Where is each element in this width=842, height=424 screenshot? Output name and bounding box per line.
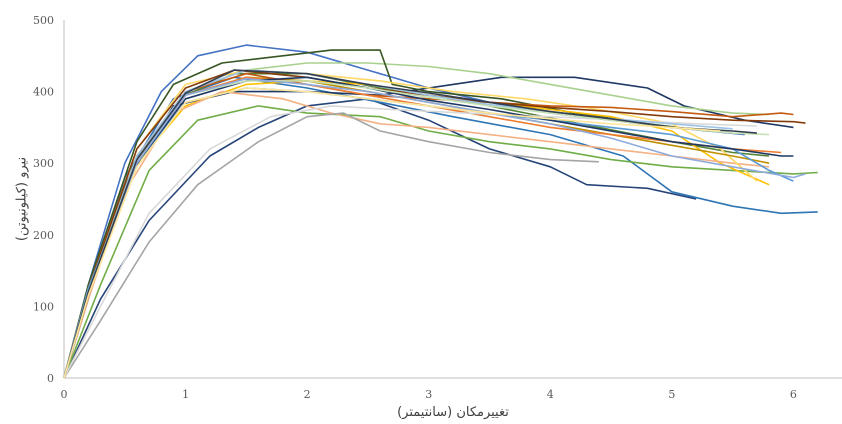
x-tick-label: 5 bbox=[668, 388, 675, 401]
y-axis-title: نیرو (کیلونیوتن) bbox=[15, 157, 30, 241]
x-tick-label: 0 bbox=[61, 388, 68, 401]
y-tick-label: 0 bbox=[47, 372, 54, 385]
series-line-7 bbox=[63, 105, 818, 379]
series-line-2 bbox=[63, 98, 697, 379]
x-axis-title: تغییرمکان (سانتیمتر) bbox=[397, 405, 509, 420]
series-lines bbox=[63, 44, 818, 379]
x-tick-label: 3 bbox=[425, 388, 432, 401]
series-line-23 bbox=[63, 69, 757, 379]
y-tick-label: 300 bbox=[33, 157, 54, 170]
y-tick-label: 500 bbox=[33, 14, 54, 27]
x-tick-label: 4 bbox=[547, 388, 554, 401]
series-line-24 bbox=[63, 87, 721, 379]
x-tick-label: 1 bbox=[182, 388, 189, 401]
series-line-3 bbox=[63, 76, 818, 379]
series-line-6 bbox=[63, 49, 709, 379]
series-line-16 bbox=[63, 112, 599, 379]
series-line-22 bbox=[63, 77, 806, 379]
series-line-17 bbox=[63, 105, 757, 379]
series-line-10 bbox=[63, 90, 770, 379]
y-tick-label: 400 bbox=[33, 86, 54, 99]
x-tick-label: 2 bbox=[304, 388, 311, 401]
y-tick-label: 200 bbox=[33, 229, 54, 242]
x-axis-ticks: 0 1 2 3 4 5 6 bbox=[61, 388, 797, 401]
y-tick-label: 100 bbox=[33, 300, 54, 313]
x-tick-label: 6 bbox=[790, 388, 797, 401]
y-axis-ticks: 0 100 200 300 400 500 bbox=[33, 14, 54, 385]
